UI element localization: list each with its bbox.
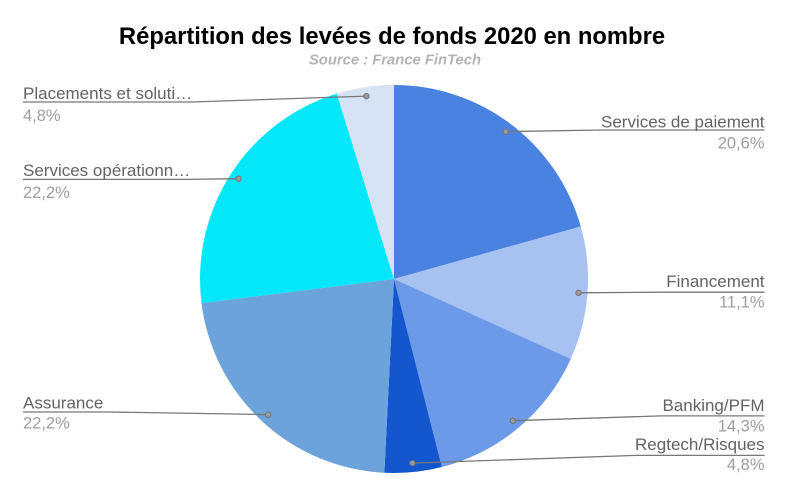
svg-text:Financement: Financement [666, 272, 765, 291]
svg-text:Services de paiement: Services de paiement [601, 113, 765, 132]
svg-text:Services opérationn…: Services opérationn… [23, 161, 190, 180]
svg-text:4,8%: 4,8% [727, 456, 765, 474]
svg-text:14,3%: 14,3% [718, 417, 765, 435]
svg-text:Répartition des levées de fond: Répartition des levées de fonds 2020 en … [119, 23, 665, 50]
svg-text:22,2%: 22,2% [23, 415, 70, 433]
svg-text:11,1%: 11,1% [719, 294, 765, 312]
svg-text:Regtech/Risques: Regtech/Risques [635, 435, 764, 454]
svg-text:Placements et soluti…: Placements et soluti… [23, 84, 192, 103]
svg-text:20,6%: 20,6% [718, 134, 765, 152]
svg-text:4,8%: 4,8% [23, 107, 61, 125]
svg-text:Banking/PFM: Banking/PFM [662, 396, 764, 415]
svg-text:Source : France FinTech: Source : France FinTech [309, 53, 481, 69]
svg-text:22,2%: 22,2% [23, 184, 70, 202]
svg-text:Assurance: Assurance [23, 394, 103, 413]
